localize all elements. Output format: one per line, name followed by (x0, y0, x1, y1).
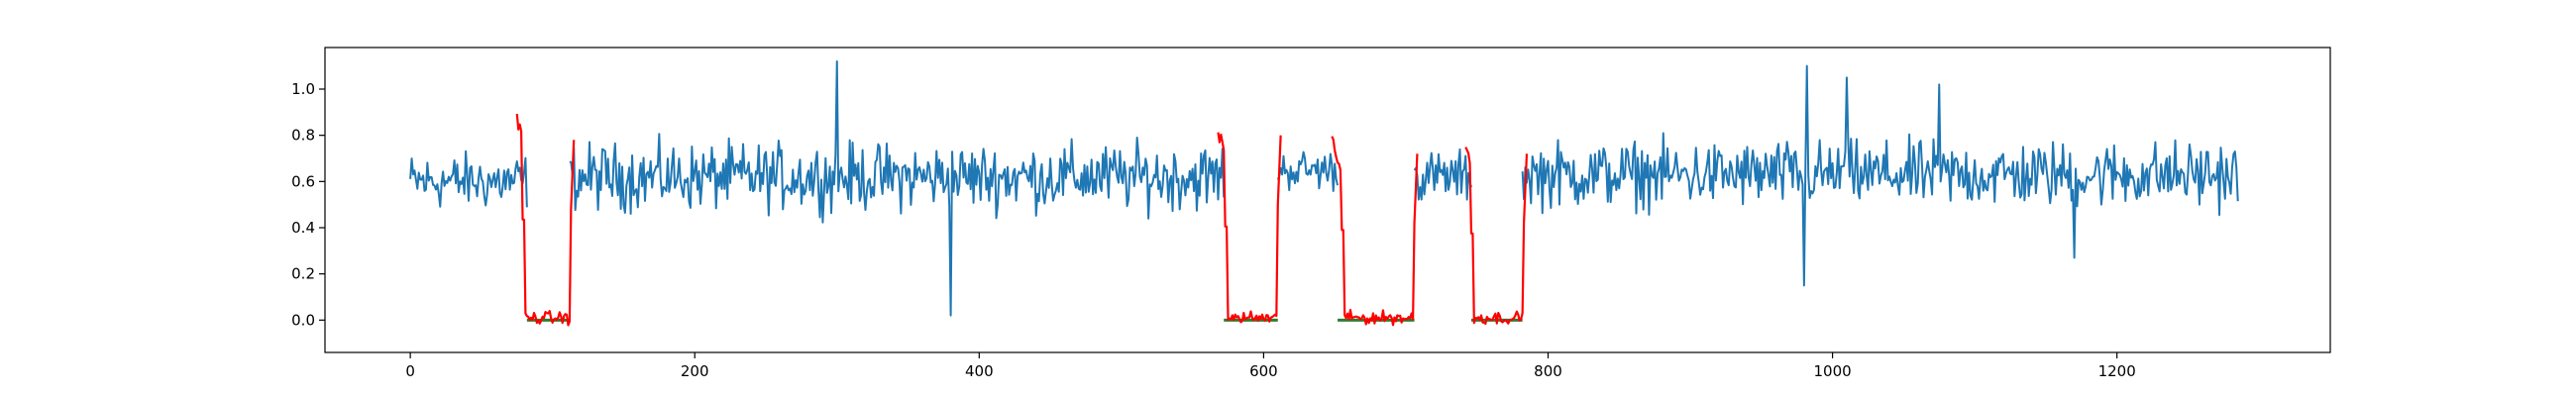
signal-series-line (569, 60, 1226, 317)
anomaly-series-line (1464, 147, 1529, 326)
x-tick-label: 400 (965, 362, 994, 380)
x-tick-label: 0 (405, 362, 415, 380)
anomaly-series-line (1331, 136, 1419, 327)
y-tick-label: 0.0 (291, 311, 315, 329)
y-tick-label: 0.6 (291, 172, 315, 190)
signal-series-line (1521, 64, 2239, 287)
plot-series-layer (409, 60, 2239, 327)
signal-series-line (1276, 150, 1340, 192)
anomaly-series-line (1217, 132, 1282, 324)
x-axis: 0 200 400 600 800 1000 1200 (405, 352, 2136, 380)
x-tick-label: 600 (1249, 362, 1278, 380)
y-tick-label: 1.0 (291, 80, 315, 98)
x-tick-label: 1000 (1813, 362, 1851, 380)
signal-series-line (409, 149, 528, 208)
x-tick-label: 200 (681, 362, 709, 380)
y-axis: 0.0 0.2 0.4 0.6 0.8 1.0 (291, 80, 325, 329)
y-tick-label: 0.4 (291, 219, 315, 237)
y-tick-label: 0.8 (291, 127, 315, 145)
signal-series-line (1413, 148, 1472, 201)
anomaly-series-line (515, 113, 576, 327)
y-tick-label: 0.2 (291, 265, 315, 283)
plot-frame (324, 47, 2331, 353)
x-tick-label: 1200 (2098, 362, 2136, 380)
x-tick-label: 800 (1534, 362, 1562, 380)
